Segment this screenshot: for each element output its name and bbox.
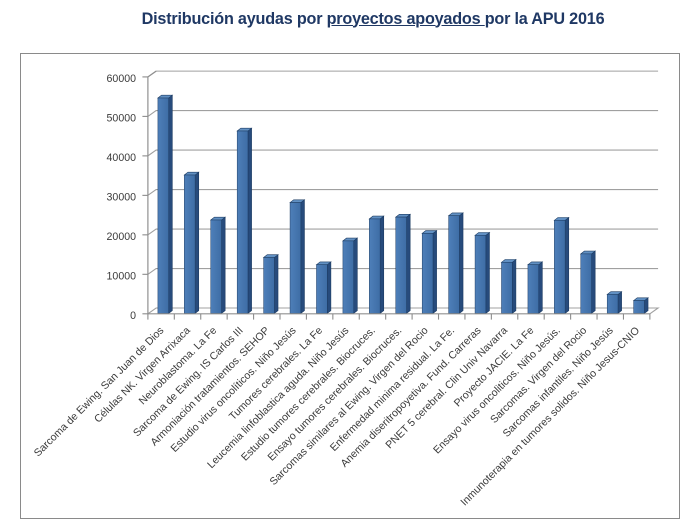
svg-text:0: 0: [130, 310, 136, 322]
svg-text:50000: 50000: [107, 112, 137, 124]
svg-text:30000: 30000: [107, 191, 137, 203]
svg-text:20000: 20000: [107, 231, 137, 243]
svg-text:40000: 40000: [107, 152, 137, 164]
svg-text:10000: 10000: [107, 270, 137, 282]
svg-text:60000: 60000: [107, 73, 137, 85]
